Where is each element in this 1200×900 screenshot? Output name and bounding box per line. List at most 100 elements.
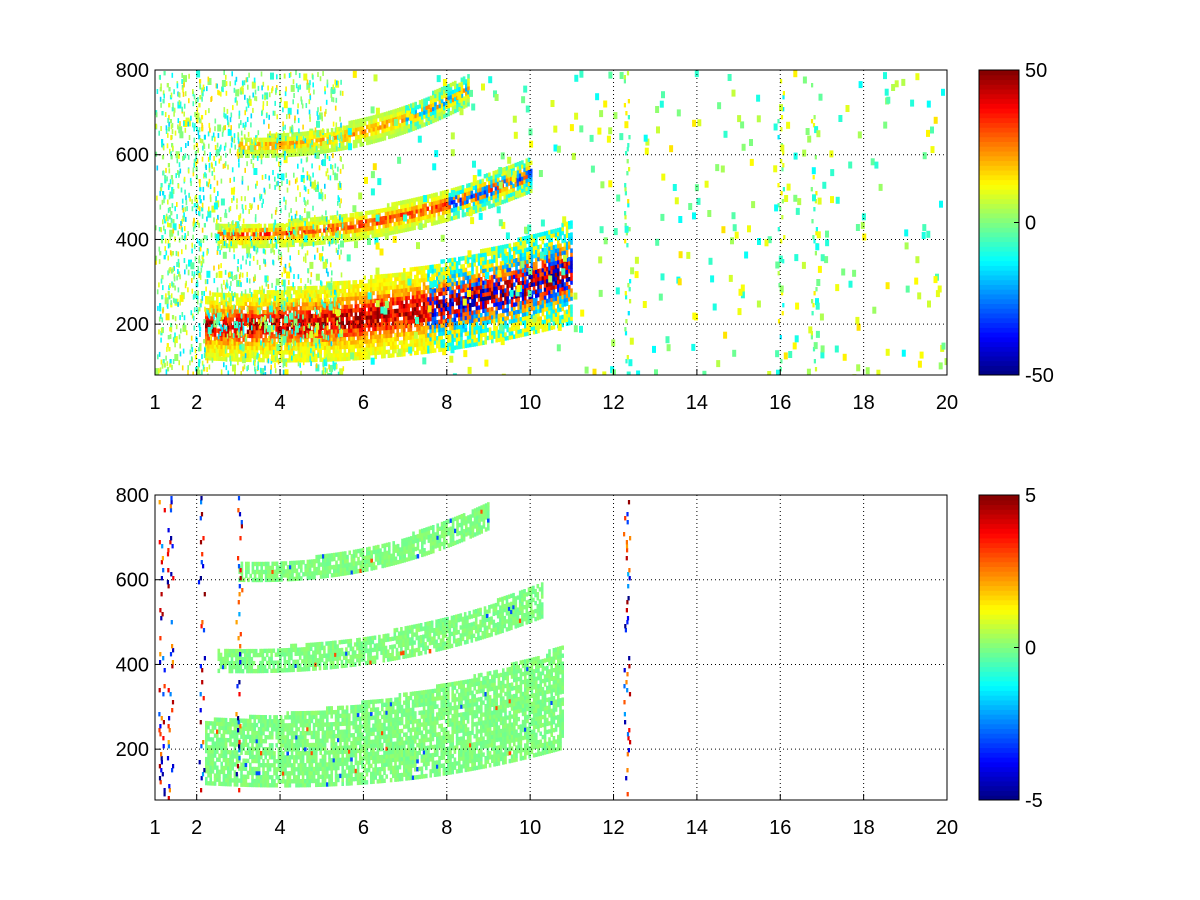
heatmap-cell — [260, 313, 263, 319]
heatmap-cell — [749, 139, 753, 146]
heatmap-cell — [782, 91, 785, 96]
heatmap-cell — [490, 175, 493, 181]
heatmap-cell — [271, 294, 274, 299]
heatmap-cell — [249, 345, 252, 351]
heatmap-cell — [570, 256, 573, 261]
heatmap-cell — [413, 221, 416, 227]
heatmap-cell — [411, 315, 415, 320]
heatmap-cell — [279, 334, 283, 339]
heatmap-cell — [383, 353, 386, 359]
heatmap-cell — [499, 261, 503, 266]
heatmap-cell — [570, 252, 573, 257]
heatmap-cell — [451, 289, 454, 295]
heatmap-cell — [462, 312, 465, 317]
heatmap-cell — [517, 241, 520, 246]
heatmap-cell — [337, 293, 340, 298]
heatmap-cell — [376, 322, 380, 327]
heatmap-cell — [245, 149, 248, 154]
heatmap-cell — [504, 288, 507, 293]
heatmap-cell — [466, 315, 470, 320]
heatmap-cell — [273, 358, 276, 363]
heatmap-cell — [365, 323, 369, 328]
heatmap-cell — [411, 343, 415, 348]
heatmap-cell — [370, 319, 373, 324]
heatmap-cell — [409, 315, 413, 320]
heatmap-cell — [350, 288, 353, 293]
heatmap-cell — [407, 271, 410, 276]
heatmap-cell — [425, 297, 428, 302]
heatmap-cell — [345, 292, 349, 297]
heatmap-cell — [524, 240, 527, 245]
heatmap-cell — [315, 322, 320, 330]
heatmap-cell — [301, 318, 305, 323]
heatmap-cell — [568, 297, 571, 302]
heatmap-cell — [310, 289, 314, 295]
heatmap-cell — [254, 227, 258, 233]
heatmap-cell — [345, 237, 348, 243]
heatmap-cell — [453, 333, 457, 338]
heatmap-cell — [251, 313, 254, 319]
heatmap-cell — [521, 280, 525, 285]
heatmap-cell — [271, 314, 274, 319]
heatmap-cell — [497, 337, 501, 343]
heatmap-cell — [480, 269, 483, 274]
heatmap-cell — [477, 253, 481, 258]
heatmap-cell — [257, 345, 261, 351]
heatmap-cell — [337, 281, 340, 286]
heatmap-cell — [421, 123, 424, 128]
heatmap-cell — [420, 318, 424, 323]
heatmap-cell — [241, 244, 245, 249]
heatmap-cell — [224, 296, 228, 302]
heatmap-cell — [264, 310, 267, 315]
heatmap-cell — [626, 243, 629, 248]
heatmap-cell — [339, 356, 342, 362]
heatmap-cell — [414, 310, 417, 316]
heatmap-cell — [488, 251, 492, 256]
heatmap-cell — [383, 337, 386, 343]
heatmap-cell — [359, 134, 362, 139]
heatmap-cell — [166, 83, 169, 88]
heatmap-cell — [466, 211, 469, 216]
heatmap-cell — [413, 217, 416, 223]
heatmap-cell — [421, 99, 424, 104]
heatmap-cell — [535, 241, 538, 246]
heatmap-cell — [374, 346, 377, 352]
heatmap-cell — [235, 235, 238, 241]
heatmap-cell — [350, 324, 353, 329]
heatmap-cell — [345, 221, 348, 227]
heatmap-cell — [374, 326, 377, 332]
heatmap-cell — [460, 316, 463, 321]
heatmap-cell — [423, 122, 426, 127]
heatmap-cell — [519, 321, 523, 326]
heatmap-cell — [361, 351, 364, 356]
heatmap-cell — [411, 202, 414, 207]
heatmap-cell — [331, 215, 335, 220]
heatmap-cell — [257, 243, 260, 249]
heatmap-cell — [537, 276, 540, 282]
heatmap-cell — [429, 316, 432, 322]
heatmap-cell — [508, 319, 512, 324]
heatmap-cell — [205, 351, 208, 357]
heatmap-cell — [394, 108, 398, 114]
heatmap-cell — [431, 344, 435, 349]
heatmap-cell — [290, 230, 293, 236]
heatmap-cell — [472, 181, 476, 186]
heatmap-cell — [385, 285, 388, 291]
heatmap-cell — [395, 225, 399, 230]
heatmap-cell — [238, 141, 241, 146]
heatmap-cell — [258, 153, 261, 159]
heatmap-cell — [552, 229, 556, 234]
heatmap-cell — [436, 92, 439, 98]
heatmap-cell — [324, 149, 327, 154]
heatmap-cell — [519, 317, 523, 322]
heatmap-cell — [383, 349, 386, 355]
heatmap-cell — [548, 258, 551, 263]
heatmap-cell — [299, 322, 303, 327]
heatmap-cell — [253, 149, 257, 155]
heatmap-cell — [446, 205, 449, 210]
heatmap-cell — [513, 318, 516, 323]
heatmap-cell — [279, 330, 283, 335]
heatmap-cell — [411, 311, 415, 316]
heatmap-cell — [524, 300, 527, 305]
heatmap-cell — [422, 207, 425, 213]
